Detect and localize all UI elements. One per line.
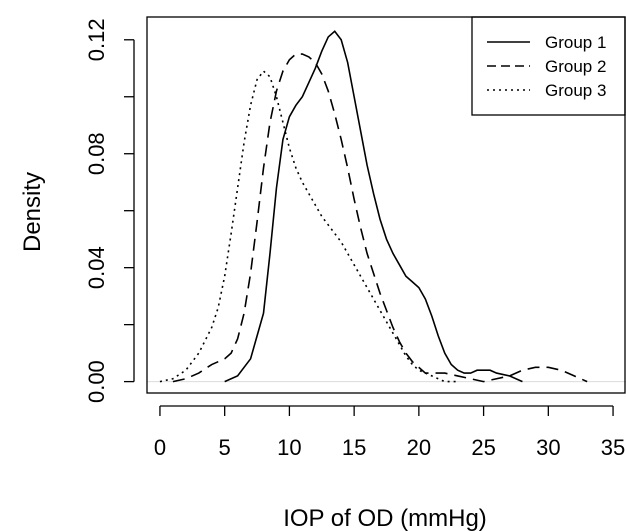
- x-axis-ticks: 0 5 10 15 20 25 30 35: [154, 406, 625, 460]
- legend-label-group-1: Group 1: [545, 33, 606, 52]
- x-tick-label: 25: [471, 435, 495, 460]
- x-tick-label: 5: [219, 435, 231, 460]
- y-tick-label: 0.04: [84, 246, 109, 289]
- series-line-group-2: [172, 53, 588, 383]
- series-line-group-1: [224, 30, 523, 383]
- y-tick-label: 0.12: [84, 18, 109, 61]
- x-tick-label: 35: [601, 435, 625, 460]
- y-tick-label: 0.00: [84, 360, 109, 403]
- y-axis-ticks: 0.00 0.04 0.08 0.12: [84, 18, 134, 403]
- x-tick-label: 20: [407, 435, 431, 460]
- series-layer: [159, 30, 588, 383]
- plot-frame: [146, 16, 626, 394]
- x-tick-label: 0: [154, 435, 166, 460]
- x-tick-label: 15: [342, 435, 366, 460]
- series-line-group-3: [159, 69, 458, 383]
- x-tick-label: 10: [277, 435, 301, 460]
- legend-label-group-2: Group 2: [545, 57, 606, 76]
- legend-label-group-3: Group 3: [545, 81, 606, 100]
- y-tick-label: 0.08: [84, 132, 109, 175]
- x-axis-title: IOP of OD (mmHg): [283, 505, 487, 531]
- x-tick-label: 30: [536, 435, 560, 460]
- y-axis-title: Density: [19, 172, 46, 252]
- legend: Group 1 Group 2 Group 3: [471, 16, 626, 116]
